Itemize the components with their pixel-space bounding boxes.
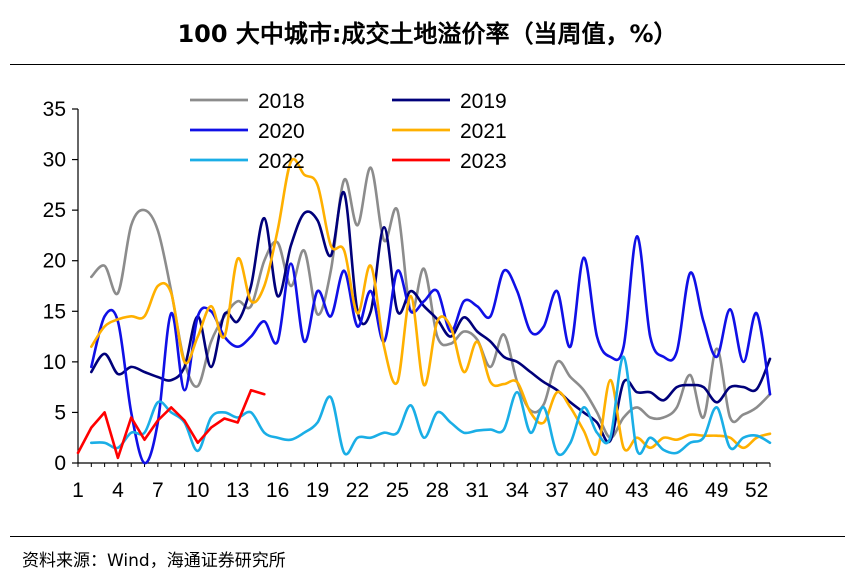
legend-label-2021: 2021 <box>460 120 507 143</box>
y-tick-label: 25 <box>43 199 66 222</box>
y-tick-label: 0 <box>54 452 66 475</box>
x-tick-label: 46 <box>665 479 688 502</box>
x-tick-label: 10 <box>186 479 209 502</box>
x-tick-label: 52 <box>745 479 768 502</box>
series-line-2018 <box>90 166 772 439</box>
y-tick-label: 5 <box>54 401 66 424</box>
legend-label-2020: 2020 <box>258 120 305 143</box>
y-tick-label: 20 <box>43 250 66 273</box>
x-tick-label: 25 <box>386 479 409 502</box>
legend: 2018 2019 2020 2021 2022 2023 <box>190 90 507 173</box>
x-tick-label: 31 <box>466 479 489 502</box>
title-rule <box>10 64 845 65</box>
series-line-2022 <box>90 355 772 457</box>
x-tick-label: 43 <box>625 479 648 502</box>
x-tick-label: 40 <box>585 479 608 502</box>
x-tick-label: 1 <box>72 479 84 502</box>
source-rule <box>10 536 845 537</box>
y-tick-label: 15 <box>43 300 66 323</box>
x-tick-label: 13 <box>226 479 249 502</box>
series-line-2021 <box>90 157 772 456</box>
x-tick-label: 7 <box>152 479 164 502</box>
x-tick-label: 49 <box>705 479 728 502</box>
legend-label-2022: 2022 <box>258 150 305 173</box>
x-tick-label: 19 <box>306 479 329 502</box>
series-line-2019 <box>90 190 772 444</box>
y-tick-label: 10 <box>43 351 66 374</box>
x-tick-label: 4 <box>112 479 124 502</box>
legend-label-2019: 2019 <box>460 90 507 113</box>
y-tick-label: 35 <box>43 98 66 121</box>
legend-label-2018: 2018 <box>258 90 305 113</box>
legend-label-2023: 2023 <box>460 150 507 173</box>
series-line-2020 <box>90 235 772 465</box>
x-tick-label: 34 <box>505 479 529 502</box>
chart-title: 100 大中城市:成交土地溢价率（当周值，%） <box>177 20 678 48</box>
line-chart: 0 5 10 15 20 25 30 35 1 4 7 10 13 16 19 22 25 28 31 34 37 40 4… <box>43 90 772 502</box>
series-layer <box>76 157 772 465</box>
axes: 0 5 10 15 20 25 30 35 1 4 7 10 13 16 19 22 25 28 31 34 37 40 4… <box>43 98 771 502</box>
series-line-2023 <box>76 388 266 460</box>
x-tick-label: 22 <box>346 479 369 502</box>
x-tick-label: 28 <box>426 479 449 502</box>
x-tick-label: 37 <box>545 479 568 502</box>
source-note: 资料来源：Wind，海通证券研究所 <box>22 551 286 571</box>
x-tick-label: 16 <box>266 479 289 502</box>
y-tick-label: 30 <box>43 149 66 172</box>
